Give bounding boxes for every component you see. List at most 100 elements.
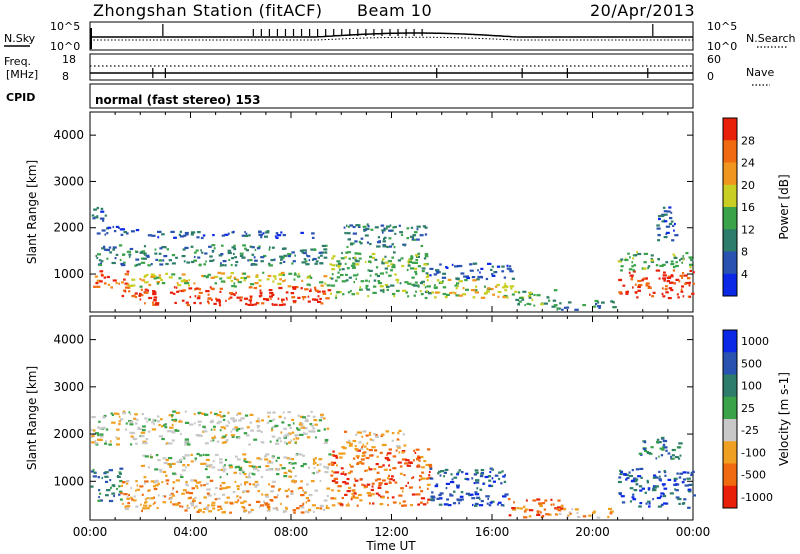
velocity-cell (250, 429, 254, 432)
power-cell (261, 302, 265, 305)
velocity-cell (265, 465, 270, 468)
velocity-cell (401, 451, 405, 454)
velocity-cell (297, 487, 300, 490)
velocity-cell (326, 494, 329, 498)
power-cell (464, 279, 468, 282)
velocity-cell (184, 443, 187, 446)
power-cell (234, 264, 238, 267)
power-cell (201, 251, 204, 254)
velocity-cell (428, 465, 433, 468)
power-cell (156, 282, 160, 285)
power-cell (314, 298, 319, 301)
power-colorbar-tick: 24 (741, 157, 755, 170)
power-cell (650, 257, 653, 261)
velocity-cell (129, 421, 134, 424)
velocity-cell (363, 484, 366, 487)
velocity-cell (126, 497, 130, 500)
power-cell (103, 282, 107, 285)
power-cell (281, 300, 284, 303)
power-cell (473, 289, 478, 292)
velocity-cell (547, 513, 552, 516)
power-cell (259, 233, 263, 237)
velocity-cell (94, 432, 99, 435)
velocity-cell (151, 421, 154, 424)
velocity-cell (435, 483, 439, 486)
power-cell (205, 276, 209, 279)
power-cell (271, 303, 274, 306)
velocity-cell (134, 422, 138, 425)
power-cell (134, 292, 138, 295)
velocity-cell (271, 456, 275, 459)
power-cell (642, 277, 646, 281)
power-cell (249, 259, 253, 262)
velocity-cell (234, 466, 237, 469)
power-cell (424, 296, 428, 300)
velocity-cell (124, 507, 129, 511)
power-cell (277, 282, 282, 285)
power-cell (682, 258, 685, 261)
velocity-cell (298, 453, 303, 456)
power-cell (506, 285, 509, 289)
velocity-cell (128, 411, 131, 414)
velocity-cell (653, 486, 657, 489)
velocity-cell (291, 418, 295, 421)
power-cell (362, 225, 367, 228)
power-cell (348, 276, 352, 279)
velocity-cell (162, 470, 167, 474)
velocity-cell (229, 466, 234, 469)
velocity-cell (248, 461, 252, 464)
velocity-cell (330, 461, 334, 464)
power-cell (540, 303, 544, 306)
velocity-cell (144, 498, 147, 501)
velocity-cell (282, 510, 288, 513)
power-cell (506, 267, 509, 270)
power-cell (317, 295, 320, 298)
velocity-cell (576, 511, 579, 514)
velocity-cell (397, 432, 400, 435)
power-cell (101, 260, 104, 263)
velocity-cell (682, 478, 686, 481)
velocity-cell (489, 467, 493, 470)
velocity-cell (492, 480, 496, 483)
velocity-cell (487, 497, 489, 500)
power-cell (400, 257, 404, 260)
power-cell (345, 279, 349, 282)
power-cell (656, 224, 660, 227)
power-cell (303, 258, 307, 261)
velocity-cell (437, 472, 440, 475)
power-cell (99, 270, 104, 273)
velocity-cell (239, 472, 242, 475)
velocity-cell (169, 498, 173, 501)
velocity-cell (208, 465, 211, 468)
power-cell (447, 278, 452, 281)
velocity-cell (130, 435, 134, 438)
velocity-cell (205, 453, 210, 457)
velocity-cell (231, 435, 235, 438)
power-cell (631, 275, 633, 278)
power-cell (311, 232, 315, 235)
velocity-cell (361, 454, 365, 457)
velocity-cell (132, 499, 137, 502)
velocity-cell (243, 459, 246, 462)
velocity-cell (637, 475, 642, 478)
velocity-cell (337, 489, 341, 492)
power-cell (101, 247, 106, 250)
velocity-cell (349, 442, 353, 445)
velocity-cell (122, 502, 124, 505)
power-cell (188, 279, 190, 282)
velocity-cell (99, 492, 102, 495)
power-cell (381, 229, 386, 232)
power-cell (122, 261, 126, 264)
velocity-cell (234, 455, 238, 458)
velocity-cell (609, 512, 613, 515)
power-cell (394, 273, 397, 276)
velocity-cell (223, 427, 227, 430)
power-cell (391, 292, 396, 296)
power-cell (104, 233, 106, 236)
power-cell (419, 290, 422, 293)
power-cell (414, 281, 418, 284)
velocity-cell (191, 500, 195, 503)
velocity-cell (286, 495, 289, 498)
velocity-cell (566, 515, 570, 518)
velocity-cell (200, 462, 203, 465)
